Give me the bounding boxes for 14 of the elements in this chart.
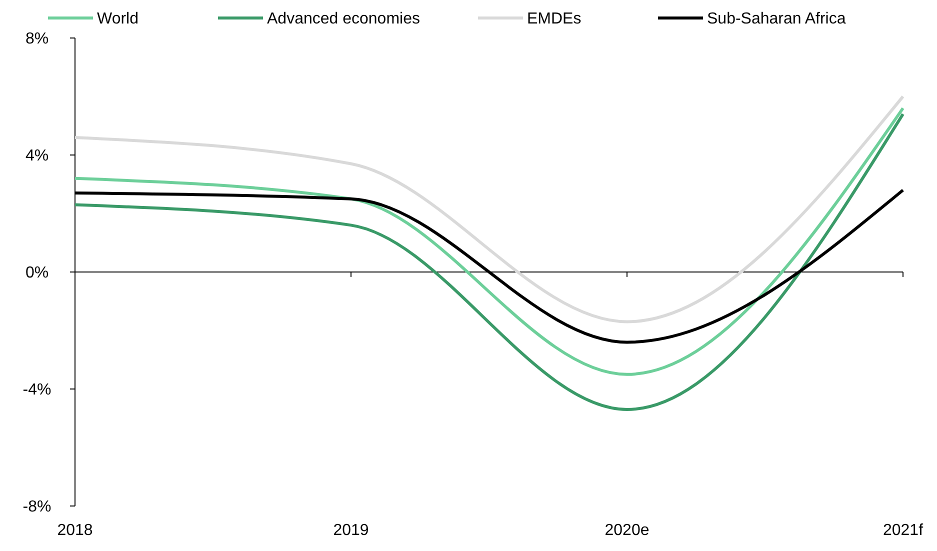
y-tick-label: 0% bbox=[25, 264, 49, 282]
legend-label: Advanced economies bbox=[267, 10, 420, 28]
x-tick-label: 2020e bbox=[604, 522, 650, 539]
x-tick-label: 2021f bbox=[882, 522, 924, 539]
line-series bbox=[74, 95, 904, 324]
legend-label: EMDEs bbox=[527, 10, 582, 28]
y-tick-label: -4% bbox=[22, 382, 52, 399]
y-tick-label: 8% bbox=[25, 30, 49, 48]
y-tick-label: 4% bbox=[25, 148, 49, 165]
x-tick-label: 2018 bbox=[57, 522, 93, 539]
x-tick-label: 2019 bbox=[333, 522, 369, 539]
y-tick-label: -8% bbox=[22, 498, 52, 516]
legend-label: World bbox=[97, 10, 138, 28]
legend-label: Sub-Saharan Africa bbox=[707, 10, 846, 28]
